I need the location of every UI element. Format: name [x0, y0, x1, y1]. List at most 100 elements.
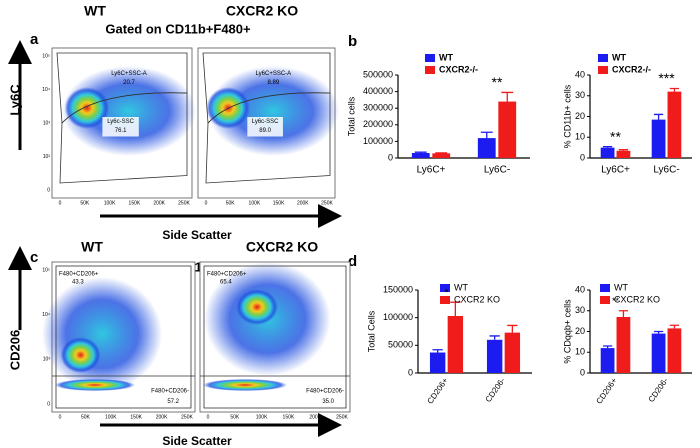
x-tick-label: Ly6C- [484, 165, 510, 176]
y-tick-label: 40 [575, 69, 585, 79]
x-tick-label: CD206+ [426, 376, 451, 406]
gate-title: Gated on CD11b+F480+ [105, 21, 251, 36]
gate [205, 92, 331, 184]
flow-x-tick: 0 [59, 414, 62, 420]
gate [59, 92, 188, 184]
gate-name: Ly6C+SSC-A [256, 71, 292, 77]
flow-x-tick: 150K [130, 414, 142, 420]
density-cloud [203, 379, 287, 391]
bar [651, 119, 666, 158]
y-tick-label: 0 [388, 152, 393, 162]
gate-percent: 8.89 [268, 80, 280, 86]
error-bar [653, 113, 664, 120]
y-tick-label: 10 [575, 347, 585, 357]
gate-percent: 43.3 [72, 280, 84, 286]
error-bar [507, 324, 518, 333]
error-bar [602, 345, 613, 349]
bar [600, 348, 615, 373]
error-bar [501, 91, 514, 102]
y-tick-label: 20 [575, 111, 585, 121]
legend-swatch [425, 66, 435, 74]
gate [55, 265, 192, 409]
y-tick-label: 200000 [363, 119, 393, 129]
y-tick-label: 40 [575, 284, 585, 294]
genotype-header: WT [81, 239, 103, 255]
flow-y-tick: 10³ [43, 120, 51, 126]
bar [616, 316, 631, 373]
gate-percent: 76.1 [115, 128, 127, 134]
x-tick-label: Ly6C+ [601, 165, 630, 176]
genotype-header: WT [84, 3, 106, 19]
y-tick-label: 50000 [388, 340, 413, 350]
density-cloud [41, 277, 163, 391]
gate-name: Ly6c-SSC [252, 119, 279, 125]
flow-x-tick: 50K [80, 200, 90, 206]
bar [504, 332, 521, 373]
flow-x-tick: 100K [104, 200, 116, 206]
x-tick-label: Ly6C- [653, 165, 679, 176]
legend-label: CXCR2 KO [454, 294, 500, 304]
bar [651, 333, 666, 373]
bar [667, 328, 682, 373]
y-axis-label: Total cells [346, 96, 356, 136]
gate-percent: 89.0 [259, 128, 271, 134]
flow-x-tick: 0 [207, 414, 210, 420]
significance: *** [658, 70, 675, 86]
flow-x-tick: 200K [309, 414, 321, 420]
density-cloud [64, 87, 110, 129]
density-cloud [54, 379, 135, 391]
legend-swatch [598, 66, 608, 74]
panel-label: a [30, 31, 39, 48]
y-tick-label: 400000 [363, 86, 393, 96]
legend-swatch [598, 54, 608, 62]
flow-x-tick: 150K [283, 414, 295, 420]
legend-label: CXCR2-/- [612, 64, 651, 74]
flow-y-tick: 10⁵ [42, 267, 50, 273]
legend-label: CXCR2-/- [439, 64, 478, 74]
error-bar [432, 349, 443, 353]
x-axis-label: Side Scatter [162, 434, 232, 448]
flow-y-tick: 0 [47, 401, 50, 407]
y-axis-label: Total Cells [366, 310, 376, 352]
y-tick-label: 100000 [383, 312, 413, 322]
error-bar [669, 87, 680, 92]
flow-x-tick: 150K [273, 200, 285, 206]
gate-percent: 57.2 [167, 399, 179, 405]
flow-y-tick: 0 [47, 187, 50, 193]
label-bg [102, 117, 139, 137]
y-tick-label: 500000 [363, 69, 393, 79]
flow-y-tick: 10⁴ [42, 312, 50, 318]
flow-y-tick: 10³ [43, 357, 51, 363]
bar [498, 101, 517, 158]
bar [486, 339, 503, 373]
x-tick-label: Ly6C+ [417, 165, 446, 176]
y-tick-label: 300000 [363, 103, 393, 113]
legend-swatch [425, 54, 435, 62]
error-bar [450, 301, 461, 317]
gate [203, 265, 347, 409]
gate-name: F480+CD206+ [207, 272, 247, 278]
genotype-header: CXCR2 KO [226, 3, 298, 19]
significance: ** [612, 296, 620, 306]
flow-x-tick: 100K [256, 414, 268, 420]
flow-x-tick: 100K [249, 200, 261, 206]
gate-name: Ly6c-SSC [107, 119, 134, 125]
y-axis-label: % CD11b+ cells [562, 84, 572, 148]
flow-x-tick: 50K [226, 200, 236, 206]
legend-swatch [600, 284, 610, 292]
flow-x-tick: 100K [105, 414, 117, 420]
bar [432, 153, 451, 158]
y-axis-label: % CDqqb+ cells [562, 299, 572, 364]
x-axis-label: Side Scatter [162, 228, 232, 242]
legend-label: WT [454, 282, 468, 292]
panel-label: d [348, 253, 357, 270]
error-bar [602, 145, 613, 148]
legend-swatch [440, 296, 450, 304]
bar [616, 150, 631, 158]
flow-x-tick: 250K [181, 414, 193, 420]
y-tick-label: 150000 [383, 284, 413, 294]
density-cloud [207, 66, 340, 156]
gate-name: Ly6C+SSC-A [111, 71, 147, 77]
x-tick-label: CD206- [647, 376, 670, 404]
